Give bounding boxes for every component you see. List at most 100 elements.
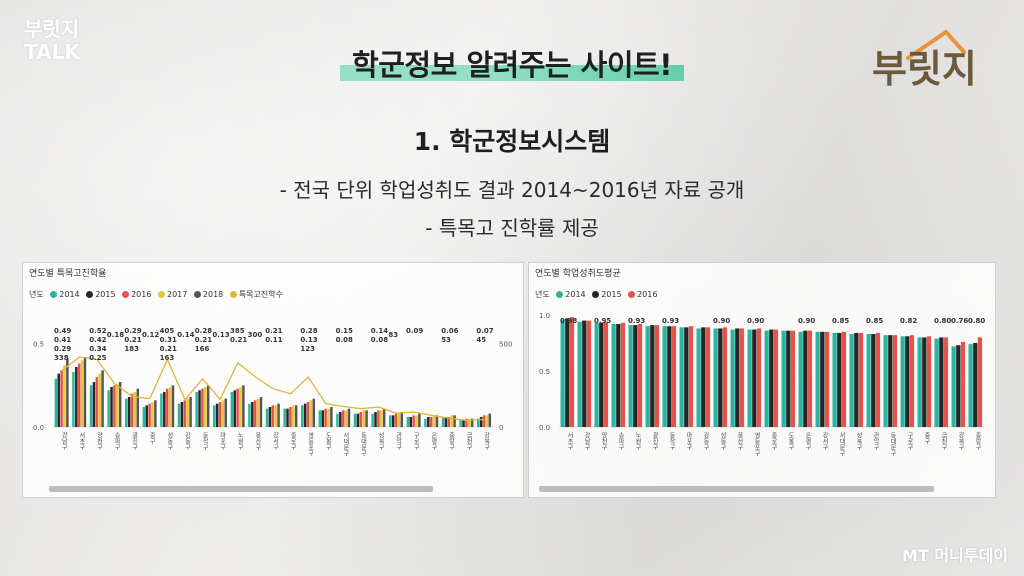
bar-2015 <box>684 327 689 427</box>
bar-2017 <box>133 392 137 427</box>
data-label: 0.41 <box>54 336 71 344</box>
chart2-legend-label: 년도 <box>535 290 550 299</box>
legend-dot-icon <box>556 291 564 298</box>
bar-2016 <box>359 412 363 427</box>
data-label: 0.31 <box>160 336 177 344</box>
bar-2016 <box>377 410 380 427</box>
bar-2015 <box>599 322 604 427</box>
category-label: 구로구 <box>412 432 419 451</box>
data-label: 0.90 <box>747 317 764 325</box>
legend-2014[interactable]: 2014 <box>556 290 586 299</box>
category-label: 양천구 <box>96 431 103 451</box>
category-label: 은평구 <box>430 432 437 451</box>
bar-2016 <box>253 400 257 427</box>
bar-2016 <box>77 363 81 427</box>
bar-2014 <box>248 403 251 427</box>
data-label: 0.52 <box>89 327 106 335</box>
category-label: 성북구 <box>855 431 862 451</box>
legend-2015[interactable]: 2015 <box>592 290 622 299</box>
category-label: 관악구 <box>872 431 879 451</box>
bar-2014 <box>747 329 752 427</box>
y-tick-label: 0.5 <box>33 341 44 349</box>
bar-2017 <box>415 415 418 427</box>
bar-2015 <box>718 328 723 427</box>
buritji-logo: 부릿지 <box>872 29 977 91</box>
data-label: 0.13 <box>300 336 317 344</box>
bar-2014 <box>441 417 445 427</box>
category-label: 동작구 <box>201 432 208 451</box>
bar-2015 <box>956 345 961 427</box>
category-label: 구로구 <box>906 432 913 451</box>
bar-2016 <box>201 388 204 427</box>
legend-2016[interactable]: 2016 <box>628 290 657 299</box>
category-label: 종로구 <box>289 432 296 451</box>
title-wrap: 학군정보 알려주는 사이트! <box>0 42 1024 84</box>
bar-2017 <box>327 408 330 427</box>
bar-2015 <box>462 420 465 427</box>
bar-2015 <box>339 412 342 427</box>
bar-2014 <box>54 378 58 427</box>
bar-2015 <box>786 330 791 427</box>
category-label: 도봉구 <box>787 432 794 451</box>
legend-2017[interactable]: 2017 <box>158 290 187 299</box>
bar-2018 <box>365 410 368 427</box>
bar-2016 <box>790 330 796 427</box>
data-label: 300 <box>248 331 263 339</box>
bar-2018 <box>435 415 439 427</box>
category-label: 강남구 <box>583 431 590 451</box>
legend-2016[interactable]: 2016 <box>122 290 151 299</box>
bar-2016 <box>412 415 415 427</box>
bar-2015 <box>75 367 78 427</box>
data-label: 0.90 <box>798 317 815 325</box>
category-label: 용산구 <box>254 432 261 451</box>
bar-2014 <box>406 417 410 427</box>
data-label: 0.08 <box>371 336 388 344</box>
chart1-scrollbar[interactable] <box>49 486 433 492</box>
bar-2014 <box>72 372 75 427</box>
chart2-scrollbar[interactable] <box>539 486 934 492</box>
legend-2018[interactable]: 2018 <box>193 290 223 299</box>
bar-2014 <box>177 403 181 427</box>
bar-2018 <box>154 400 157 427</box>
category-label: 강서구 <box>272 431 279 451</box>
bar-2015 <box>616 323 621 427</box>
bar-2014 <box>336 413 339 427</box>
category-label: 도봉구 <box>324 432 331 451</box>
bar-2017 <box>432 415 436 427</box>
bar-2016 <box>603 321 609 427</box>
legend-dot-icon <box>86 291 94 298</box>
category-label: 양천구 <box>600 431 607 451</box>
chart2-legend: 년도 2014 2015 2016 <box>535 289 661 300</box>
bar-2018 <box>470 418 474 427</box>
bar-2015 <box>769 329 774 427</box>
category-label: 강북구 <box>957 431 964 451</box>
data-label: 53 <box>441 336 451 344</box>
y-tick-label: 1.0 <box>539 312 550 320</box>
legend-special-count[interactable]: 특목고진학수 <box>229 290 283 299</box>
bar-2014 <box>781 330 786 427</box>
category-label: 중구 <box>923 432 930 445</box>
bar-2014 <box>832 332 837 427</box>
data-label: 0.08 <box>336 336 353 344</box>
bar-2017 <box>274 405 277 427</box>
page-title: 학군정보 알려주는 사이트! <box>340 42 684 84</box>
data-label: 0.09 <box>406 327 423 335</box>
bar-2014 <box>713 328 718 427</box>
bar-2016 <box>465 418 468 427</box>
bar-2016 <box>807 330 813 427</box>
data-label: 0.18 <box>107 331 124 339</box>
category-label: 중랑구 <box>974 432 981 451</box>
data-label: 0.85 <box>866 317 883 325</box>
category-label: 노원구 <box>236 432 243 451</box>
data-label: 0.15 <box>336 327 353 335</box>
category-label: 광진구 <box>651 432 658 451</box>
legend-2015[interactable]: 2015 <box>86 290 116 299</box>
category-label: 강서구 <box>821 431 828 451</box>
data-label: 0.98 <box>560 317 577 325</box>
chart1-legend: 년도 2014 2015 2016 2017 2018 특목고진학수 <box>29 289 287 300</box>
bar-2014 <box>142 407 146 427</box>
bar-2014 <box>283 408 286 427</box>
legend-2014[interactable]: 2014 <box>50 290 80 299</box>
bar-2015 <box>667 326 672 427</box>
y-tick-label: 0.0 <box>539 424 550 432</box>
